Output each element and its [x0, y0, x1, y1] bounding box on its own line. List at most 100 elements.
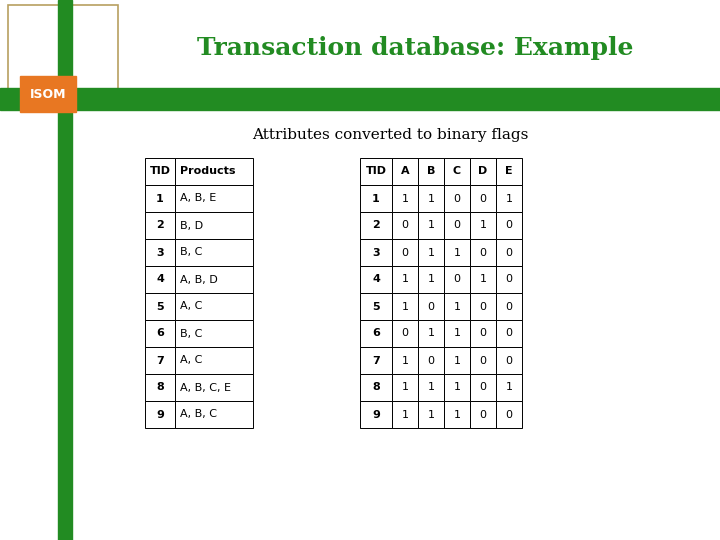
Text: A, B, D: A, B, D [180, 274, 217, 285]
Text: 0: 0 [480, 328, 487, 339]
Bar [175, 212, 253, 239]
Bar [392, 239, 418, 266]
Text: 1: 1 [505, 193, 513, 204]
Bar [360, 347, 392, 374]
Bar [496, 266, 522, 293]
Bar [418, 158, 444, 185]
Text: 1: 1 [505, 382, 513, 393]
Bar [392, 293, 418, 320]
Text: 3: 3 [156, 247, 164, 258]
Text: 9: 9 [156, 409, 164, 420]
Bar [496, 185, 522, 212]
Text: 0: 0 [505, 247, 513, 258]
Text: 0: 0 [428, 355, 434, 366]
Bar [496, 347, 522, 374]
Text: ISOM: ISOM [30, 87, 66, 100]
Bar [444, 185, 470, 212]
Bar [418, 212, 444, 239]
Text: 1: 1 [454, 355, 461, 366]
Text: A, C: A, C [180, 355, 202, 366]
Bar [418, 347, 444, 374]
Bar [145, 158, 175, 185]
Bar [175, 374, 253, 401]
Bar [175, 158, 253, 185]
Bar [360, 185, 392, 212]
Bar [175, 239, 253, 266]
Bar [418, 320, 444, 347]
Text: 1: 1 [402, 193, 408, 204]
Text: 0: 0 [402, 328, 408, 339]
Bar [418, 374, 444, 401]
Text: B, C: B, C [180, 247, 202, 258]
Bar [175, 320, 253, 347]
Bar [145, 347, 175, 374]
Text: 3: 3 [372, 247, 380, 258]
Text: 1: 1 [428, 274, 434, 285]
Text: 1: 1 [428, 193, 434, 204]
Text: 0: 0 [428, 301, 434, 312]
Bar [360, 239, 392, 266]
Bar [20, 76, 76, 112]
Text: 1: 1 [402, 274, 408, 285]
Bar [392, 185, 418, 212]
Bar [392, 212, 418, 239]
Text: 0: 0 [480, 409, 487, 420]
Bar [496, 158, 522, 185]
Text: 1: 1 [480, 220, 487, 231]
Bar [418, 266, 444, 293]
Bar [496, 239, 522, 266]
Bar [444, 212, 470, 239]
Text: 1: 1 [454, 409, 461, 420]
Text: 0: 0 [454, 193, 461, 204]
Bar [470, 401, 496, 428]
Bar [470, 212, 496, 239]
Text: 1: 1 [480, 274, 487, 285]
Bar [470, 185, 496, 212]
Bar [360, 320, 392, 347]
Text: Products: Products [180, 166, 235, 177]
Bar [145, 239, 175, 266]
Text: A, C: A, C [180, 301, 202, 312]
Text: 1: 1 [454, 382, 461, 393]
Bar [444, 347, 470, 374]
Text: 0: 0 [505, 274, 513, 285]
Bar [444, 239, 470, 266]
Text: 0: 0 [480, 382, 487, 393]
Text: B, C: B, C [180, 328, 202, 339]
Bar [145, 320, 175, 347]
Text: B: B [427, 166, 435, 177]
Text: 1: 1 [428, 382, 434, 393]
Bar [360, 212, 392, 239]
Bar [175, 293, 253, 320]
Text: 1: 1 [428, 409, 434, 420]
Bar [392, 347, 418, 374]
Text: 7: 7 [372, 355, 380, 366]
Bar [360, 374, 392, 401]
Text: 1: 1 [156, 193, 164, 204]
Text: 1: 1 [428, 220, 434, 231]
Text: A: A [401, 166, 409, 177]
Text: 6: 6 [156, 328, 164, 339]
Bar [145, 212, 175, 239]
Bar [175, 347, 253, 374]
Bar [444, 374, 470, 401]
Bar [392, 320, 418, 347]
Text: 0: 0 [480, 247, 487, 258]
Bar [496, 212, 522, 239]
Bar [58, 0, 72, 540]
Bar [444, 320, 470, 347]
Bar [392, 374, 418, 401]
Bar [470, 320, 496, 347]
Bar [470, 347, 496, 374]
Bar [470, 239, 496, 266]
Bar [418, 239, 444, 266]
Bar [145, 293, 175, 320]
Text: 2: 2 [372, 220, 380, 231]
Bar [392, 158, 418, 185]
Bar [360, 401, 392, 428]
Text: 0: 0 [505, 220, 513, 231]
Text: Attributes converted to binary flags: Attributes converted to binary flags [252, 128, 528, 142]
Bar [418, 185, 444, 212]
Text: TID: TID [366, 166, 387, 177]
Text: 1: 1 [372, 193, 380, 204]
